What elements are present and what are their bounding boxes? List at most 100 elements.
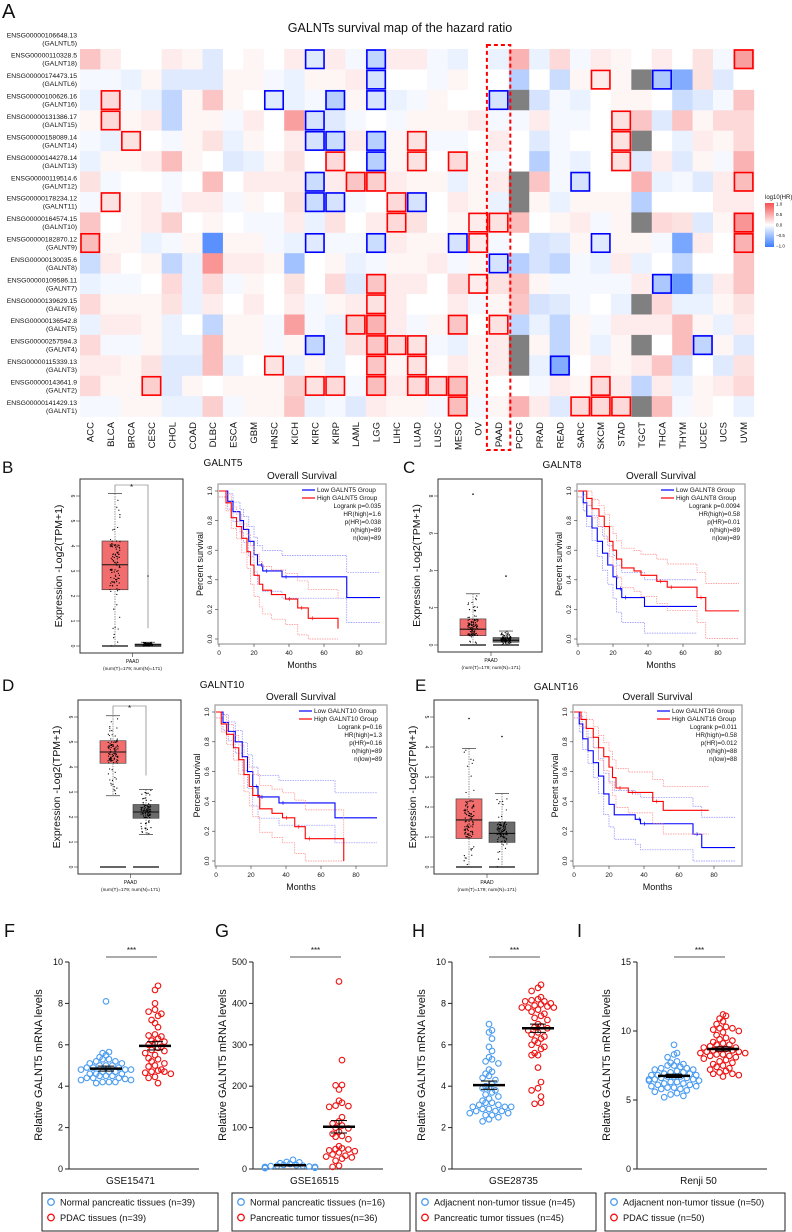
x-tick-label: 40 xyxy=(285,650,293,657)
heatmap-cell xyxy=(120,355,142,377)
tumor-sample-point xyxy=(145,1074,152,1082)
jitter-point xyxy=(117,572,119,574)
jitter-point xyxy=(464,857,466,859)
jitter-point xyxy=(466,765,469,767)
jitter-point xyxy=(474,633,476,635)
heatmap-cell xyxy=(488,273,510,295)
jitter-point xyxy=(114,574,117,576)
heatmap-cell xyxy=(651,396,673,417)
normal-sample-point xyxy=(105,1078,113,1086)
tumor-sample-point xyxy=(141,1069,149,1077)
heatmap-cell xyxy=(651,355,673,377)
heatmap-cell xyxy=(263,355,285,377)
y-tick-label: 1 xyxy=(69,620,75,623)
tumor-sample-point xyxy=(719,1051,727,1058)
row-label-gene: (GALNT4) xyxy=(46,347,77,354)
heatmap-cell xyxy=(141,355,162,377)
jitter-point xyxy=(146,828,149,830)
heatmap-cell xyxy=(80,334,101,356)
significant-high-box xyxy=(366,294,387,315)
heatmap-cell xyxy=(365,69,387,91)
heatmap-cell xyxy=(284,334,305,356)
jitter-point xyxy=(109,753,111,755)
jitter-point xyxy=(115,746,117,748)
significant-low-box xyxy=(488,90,509,111)
tumor-sample-point xyxy=(726,1041,733,1049)
row-label-id: ENSG00000143641.9 xyxy=(10,379,77,386)
y-axis-label: Relative GALNT5 mRNA levels xyxy=(416,989,428,1141)
column-label: PCPG xyxy=(515,422,526,449)
heatmap-cell xyxy=(141,191,162,213)
jitter-point xyxy=(476,618,478,621)
heatmap-cell xyxy=(610,89,632,111)
tumor-sample-point xyxy=(167,1070,175,1078)
jitter-point xyxy=(469,630,472,633)
heatmap-cell xyxy=(570,334,591,356)
jitter-point xyxy=(471,762,473,764)
heatmap-cell xyxy=(488,232,510,254)
jitter-point xyxy=(116,738,118,740)
jitter-point xyxy=(465,820,467,822)
jitter-point xyxy=(112,529,114,531)
jitter-point xyxy=(114,790,116,792)
heatmap-cell xyxy=(508,151,530,172)
column-label: MESO xyxy=(453,422,464,450)
heatmap-cell xyxy=(182,212,203,234)
heatmap-cell xyxy=(345,191,367,213)
normal-sample-point xyxy=(482,1091,489,1098)
heatmap-cell xyxy=(243,212,265,234)
km-stat: n(low)=89 xyxy=(353,535,381,542)
tumor-sample-point xyxy=(148,1068,155,1076)
km-frame xyxy=(217,483,387,645)
jitter-point xyxy=(111,543,113,545)
jitter-point xyxy=(509,641,511,644)
jitter-point xyxy=(508,635,510,637)
heatmap-cell xyxy=(222,314,244,336)
high-group-curve xyxy=(574,711,709,811)
column-label: LUAD xyxy=(412,422,423,447)
jitter-point xyxy=(107,760,109,762)
heatmap-cell xyxy=(488,212,510,234)
jitter-point xyxy=(114,776,116,779)
jitter-point xyxy=(149,805,152,807)
heatmap-cell xyxy=(304,69,326,91)
heatmap-cell xyxy=(733,375,755,397)
jitter-point xyxy=(150,827,152,829)
tumor-sample-point xyxy=(335,978,343,985)
normal-sample-point xyxy=(479,1118,486,1125)
jitter-point xyxy=(149,644,152,646)
jitter-point xyxy=(499,828,501,830)
normal-sample-point xyxy=(664,1084,671,1091)
heatmap-cell xyxy=(427,130,448,152)
jitter-point xyxy=(111,734,113,736)
heatmap-cell xyxy=(284,110,305,131)
jitter-point xyxy=(108,745,110,747)
jitter-point xyxy=(502,835,504,837)
heatmap-cell xyxy=(406,171,428,193)
jitter-point xyxy=(115,555,117,557)
heatmap-cell xyxy=(672,294,693,315)
jitter-point xyxy=(507,641,509,643)
significant-low-box xyxy=(488,253,509,274)
jitter-point xyxy=(111,584,113,586)
jitter-point xyxy=(116,551,118,553)
normal-sample-point xyxy=(673,1078,681,1086)
jitter-point xyxy=(117,746,119,748)
jitter-point xyxy=(118,544,120,546)
low-group-curve xyxy=(216,711,377,819)
row-label-id: ENSG00000106648.13 xyxy=(7,32,78,39)
heatmap-cell xyxy=(284,375,305,397)
heatmap-cell xyxy=(508,294,530,315)
heatmap-cell xyxy=(100,253,122,274)
y-tick-label: 0.0 xyxy=(207,634,214,643)
column-label: PRAD xyxy=(535,422,546,449)
jitter-point xyxy=(113,582,116,584)
normal-sample-point xyxy=(683,1086,691,1094)
legend-label: Low GALNT10 Group xyxy=(314,708,377,715)
normal-sample-point xyxy=(102,997,110,1005)
jitter-point xyxy=(502,844,504,846)
heatmap-cell xyxy=(570,69,591,91)
y-tick-label: 200 xyxy=(232,1081,247,1091)
heatmap-cell xyxy=(120,334,142,356)
heatmap-cell xyxy=(182,191,203,213)
